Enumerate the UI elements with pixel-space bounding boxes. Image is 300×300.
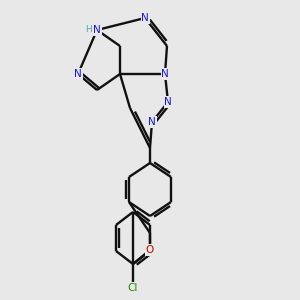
- Text: O: O: [146, 245, 154, 255]
- Text: N: N: [141, 13, 149, 23]
- Text: Cl: Cl: [128, 283, 138, 293]
- Text: N: N: [74, 69, 82, 79]
- Text: H: H: [85, 26, 92, 34]
- Text: N: N: [164, 97, 172, 107]
- Text: N: N: [93, 25, 101, 35]
- Text: N: N: [148, 117, 156, 127]
- Text: N: N: [161, 69, 169, 79]
